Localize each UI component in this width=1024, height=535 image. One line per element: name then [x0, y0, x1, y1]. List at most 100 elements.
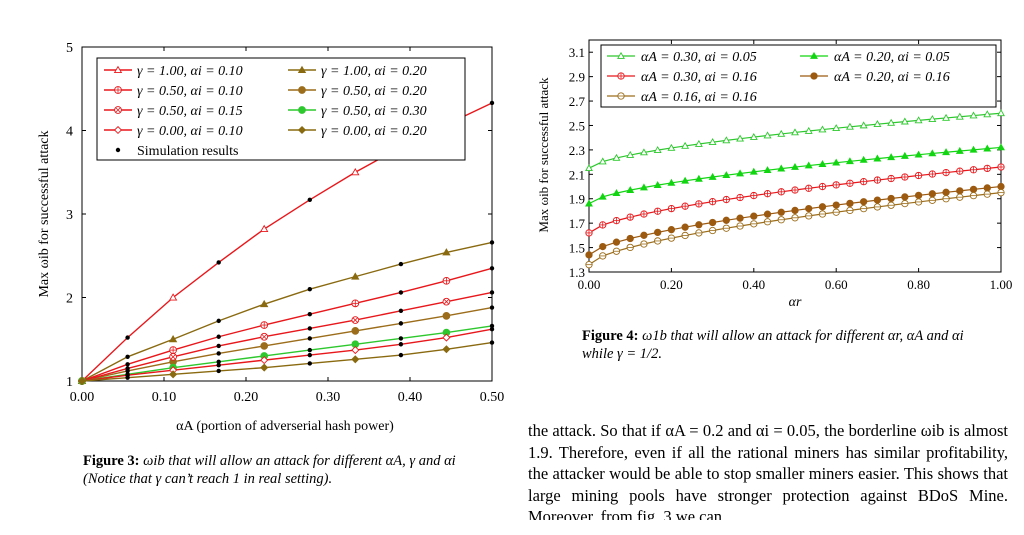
- fig4-data-marker: [777, 129, 786, 137]
- fig4-data-marker: [681, 202, 689, 210]
- fig4-x-tick-label: 0.00: [578, 277, 601, 292]
- fig4-data-marker: [763, 166, 772, 174]
- fig4-data-marker: [585, 229, 593, 237]
- fig4-data-marker: [667, 226, 676, 234]
- fig4-data-marker: [626, 243, 634, 252]
- fig3-data-marker: [351, 327, 360, 335]
- fig3-simulation-dot: [125, 362, 130, 367]
- fig4-data-marker: [956, 187, 964, 195]
- fig4-data-marker: [887, 118, 896, 126]
- fig4-data-marker: [942, 113, 951, 121]
- fig3-simulation-dot: [216, 351, 221, 356]
- fig4-data-marker: [818, 203, 827, 211]
- fig4-data-marker: [928, 115, 937, 122]
- fig3-simulation-dot: [489, 100, 495, 106]
- fig4-data-marker: [750, 220, 758, 228]
- fig3-simulation-dot: [125, 335, 130, 340]
- fig4-data-marker: [599, 221, 607, 229]
- fig4-data-marker: [997, 163, 1005, 171]
- fig4-data-marker: [777, 216, 785, 224]
- fig3-legend-label: γ = 0.00, αi = 0.10: [137, 124, 243, 139]
- fig3-data-marker: [442, 345, 451, 354]
- fig3-data-marker: [442, 276, 451, 285]
- fig4-data-marker: [873, 154, 882, 162]
- fig3-legend-marker: [298, 86, 306, 94]
- fig4-data-marker: [914, 171, 923, 180]
- fig4-data-marker: [681, 176, 690, 184]
- fig3-legend-label: γ = 0.50, αi = 0.10: [137, 84, 243, 99]
- fig3-y-tick-label: 1: [66, 375, 73, 390]
- fig4-data-marker: [722, 216, 730, 224]
- fig4-data-marker: [900, 151, 909, 159]
- fig4-data-marker: [969, 145, 978, 153]
- fig3-legend-marker: [114, 106, 122, 114]
- fig4-data-marker: [997, 143, 1005, 151]
- fig4-data-marker: [901, 173, 909, 181]
- fig4-data-marker: [900, 117, 909, 125]
- fig4-legend-box: [600, 44, 997, 108]
- fig4-legend-label: αA = 0.20, αi = 0.16: [834, 70, 950, 85]
- fig4-data-marker: [640, 240, 648, 248]
- fig3-legend-sim-dot: [115, 147, 121, 153]
- fig3-data-marker: [168, 334, 178, 343]
- fig3-data-marker: [351, 299, 360, 308]
- fig4-data-marker: [969, 111, 978, 119]
- fig4-data-marker: [804, 161, 813, 169]
- fig3-data-marker: [351, 355, 360, 364]
- fig4-x-tick-label: 0.80: [907, 277, 930, 292]
- fig3-simulation-dot: [307, 197, 312, 203]
- fig4-data-marker: [942, 148, 951, 156]
- fig3-data-marker: [442, 312, 451, 320]
- fig4-data-marker: [777, 208, 785, 216]
- fig4-data-marker: [694, 174, 703, 182]
- fig4-legend: αA = 0.30, αi = 0.05 αA = 0.20, αi = 0.05…: [600, 44, 997, 108]
- fig4-data-marker: [860, 198, 868, 206]
- fig4-series-line: [588, 192, 1002, 266]
- fig4-data-marker: [736, 222, 744, 230]
- fig4-data-marker: [667, 234, 676, 242]
- fig4-data-marker: [639, 148, 648, 156]
- fig4-data-marker: [695, 229, 703, 237]
- fig3-series-line: [81, 325, 493, 382]
- fig4-data-marker: [612, 216, 621, 225]
- fig4-data-marker: [749, 167, 758, 175]
- fig3-legend-box: [96, 57, 466, 161]
- fig3-simulation-dot: [398, 352, 404, 358]
- fig4-data-marker: [791, 128, 799, 136]
- fig4-data-marker: [640, 231, 648, 239]
- fig3-y-axis-label: Max ωib for successful attack: [37, 130, 52, 297]
- fig4-data-marker: [626, 150, 635, 158]
- fig4-data-marker: [818, 210, 827, 218]
- fig3-y-tick-label: 4: [66, 125, 73, 140]
- fig4-y-tick-label: 1.3: [569, 265, 585, 280]
- fig4-data-marker: [997, 188, 1005, 197]
- fig4-y-tick-label: 2.5: [569, 118, 585, 133]
- fig3-simulation-dot: [307, 286, 312, 292]
- fig4-data-marker: [708, 138, 717, 146]
- fig3-simulation-dot: [398, 336, 404, 341]
- fig3-legend-marker: [297, 65, 307, 74]
- fig4-data-marker: [997, 109, 1005, 117]
- fig4-data-marker: [681, 231, 689, 240]
- fig4-y-tick-label: 1.9: [569, 192, 585, 207]
- fig4-legend-marker: [810, 51, 818, 59]
- fig3-legend-marker: [298, 106, 306, 114]
- fig4-data-marker: [708, 172, 717, 180]
- fig4-y-tick-label: 2.1: [569, 167, 585, 182]
- fig4-data-marker: [845, 122, 854, 130]
- fig4-data-marker: [639, 183, 648, 191]
- fig4-plot-frame: [588, 39, 1002, 273]
- fig4-data-marker: [791, 186, 799, 194]
- fig4-data-marker: [654, 237, 662, 245]
- fig4-data-marker: [585, 164, 593, 172]
- fig3-simulation-dot: [307, 326, 312, 331]
- fig3-x-tick-label: 0.20: [234, 390, 259, 405]
- fig4-data-marker: [873, 176, 882, 184]
- fig4-data-marker: [845, 157, 854, 165]
- fig3-legend: γ = 1.00, αi = 0.10 γ = 1.00, αi = 0.20 γ …: [96, 57, 466, 161]
- fig4-data-marker: [599, 242, 607, 251]
- figure-4-chart: 0.00 0.20 0.40 0.60 0.80 1.00 1.3 1.5 1.7 1.9 2.1 2…: [536, 39, 1012, 310]
- fig4-data-marker: [860, 204, 868, 213]
- fig4-axes: 0.00 0.20 0.40 0.60 0.80 1.00 1.3 1.5 1.7 1.9 2.1 2…: [569, 39, 1012, 292]
- fig4-data-marker: [763, 218, 772, 226]
